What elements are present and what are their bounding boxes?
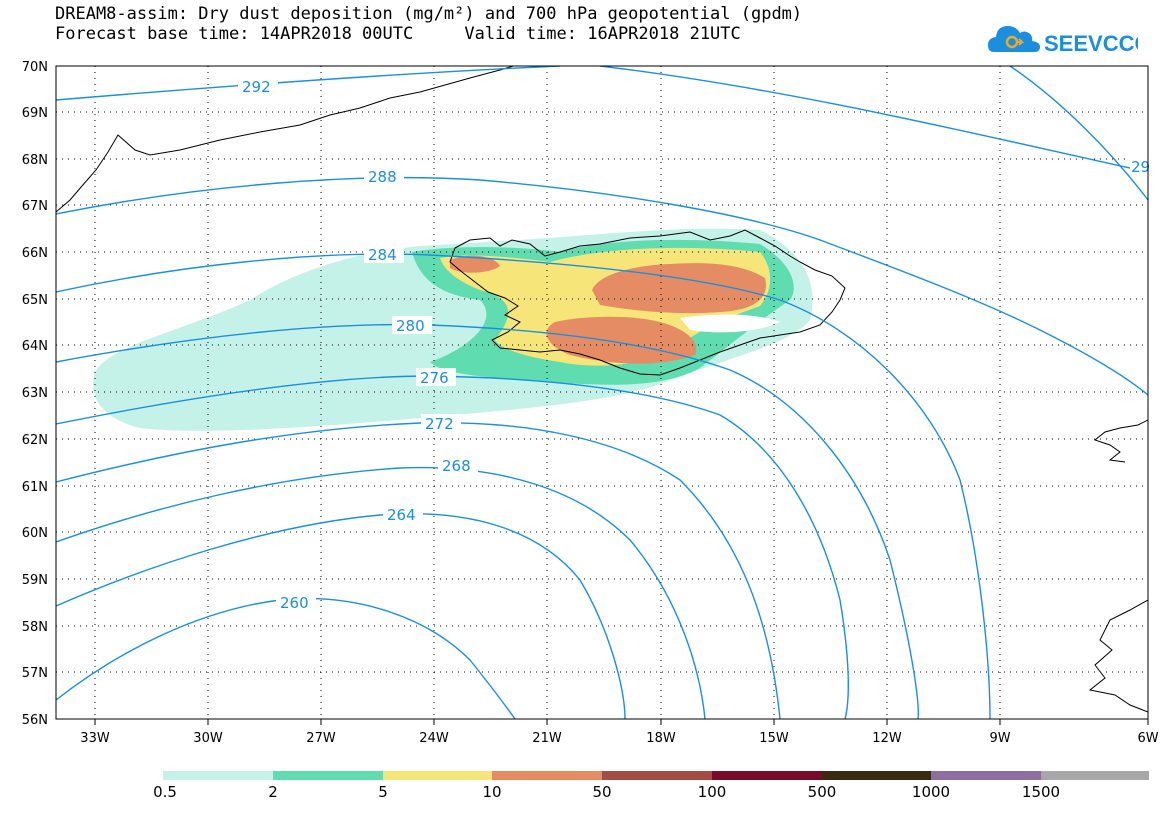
lon-label: 33W (80, 731, 110, 746)
legend-swatch (383, 771, 492, 780)
lon-label: 6W (1137, 731, 1158, 746)
axis-ticks (94, 719, 1149, 725)
legend-label: 100 (697, 783, 727, 801)
lat-label: 56N (22, 713, 48, 728)
contour-label: 272 (425, 415, 454, 433)
scotland-coastline (1088, 599, 1148, 713)
legend-label: 1500 (1021, 783, 1061, 801)
contour-276 (56, 375, 849, 719)
legend-swatch (822, 771, 931, 780)
lon-label: 21W (532, 731, 562, 746)
coastlines (56, 66, 1148, 713)
lon-label: 15W (759, 731, 789, 746)
contour-labels: 292 288 284 280 276 272 268 264 260 29 (238, 77, 1150, 612)
lat-label: 58N (22, 620, 48, 635)
lat-label: 70N (22, 60, 48, 75)
lon-label: 9W (989, 731, 1010, 746)
dust-deposition-shading (93, 228, 813, 431)
cloud-logo-icon: SEEVCCC (988, 26, 1150, 56)
lat-label: 68N (22, 153, 48, 168)
dust-level-10 (546, 316, 697, 364)
seevccc-logo: SEEVCCC (988, 20, 1150, 60)
lat-label: 62N (22, 433, 48, 448)
logo-text: SEEVCCC (1044, 31, 1138, 56)
legend-swatch (712, 771, 822, 780)
forecast-time-line: Forecast base time: 14APR2018 00UTC Vali… (55, 24, 955, 44)
dust-level-10 (450, 255, 500, 273)
legend-label: 10 (482, 783, 502, 801)
chart-title: DREAM8-assim: Dry dust deposition (mg/m²… (55, 4, 803, 24)
contour-label: 292 (242, 78, 271, 96)
legend-label: 0.5 (153, 783, 177, 801)
chart-header: DREAM8-assim: Dry dust deposition (mg/m²… (55, 4, 955, 44)
contour-label: 276 (420, 369, 449, 387)
lat-label: 67N (22, 199, 48, 214)
lat-label: 59N (22, 573, 48, 588)
lon-label: 12W (872, 731, 902, 746)
lat-label: 66N (22, 246, 48, 261)
contour-label: 268 (442, 457, 471, 475)
contour-268 (56, 466, 706, 719)
contour-label: 264 (387, 506, 416, 524)
latitude-labels: 70N 69N 68N 67N 66N 65N 64N 63N 62N 61N … (22, 60, 48, 728)
legend-swatch (163, 771, 273, 780)
legend-swatch (931, 771, 1041, 780)
greenland-coastline (56, 66, 516, 213)
contour-288 (56, 176, 1148, 396)
lat-label: 57N (22, 666, 48, 681)
contour-272 (56, 422, 781, 719)
legend-label: 5 (378, 783, 388, 801)
dust-level-10 (592, 263, 766, 314)
lon-label: 27W (306, 731, 336, 746)
iceland-coastline (449, 229, 846, 376)
base-time-label: Forecast base time: 14APR2018 00UTC (55, 24, 414, 44)
legend-swatch (602, 771, 712, 780)
legend-colorbar (163, 771, 1149, 780)
lat-label: 65N (22, 293, 48, 308)
longitude-labels: 33W 30W 27W 24W 21W 18W 15W 12W 9W 6W (80, 731, 1158, 746)
contour-280 (56, 323, 919, 719)
map-frame (55, 65, 1149, 720)
contour-label: 288 (368, 168, 397, 186)
contour-264 (56, 513, 626, 719)
gridlines (56, 66, 1148, 719)
legend-label: 500 (807, 783, 837, 801)
lat-label: 61N (22, 480, 48, 495)
lon-label: 24W (419, 731, 449, 746)
valid-time-label: Valid time: 16APR2018 21UTC (464, 24, 741, 44)
lon-label: 30W (193, 731, 223, 746)
contour-292 (56, 66, 1148, 173)
legend-label: 2 (268, 783, 278, 801)
lat-label: 69N (22, 106, 48, 121)
contour-label: 280 (396, 317, 425, 335)
contour-284 (56, 253, 991, 719)
dust-level-2 (680, 314, 780, 333)
contour-label: 284 (368, 246, 397, 264)
lat-label: 64N (22, 339, 48, 354)
contour-260 (56, 597, 516, 719)
legend-label: 50 (592, 783, 612, 801)
contour-label: 260 (280, 594, 309, 612)
legend-swatch (492, 771, 602, 780)
contour-label: 29 (1131, 158, 1150, 176)
lat-label: 60N (22, 526, 48, 541)
lat-label: 63N (22, 386, 48, 401)
lon-label: 18W (646, 731, 676, 746)
legend-swatch (1041, 771, 1149, 780)
legend-label: 1000 (911, 783, 951, 801)
norway-coastline (1093, 419, 1148, 463)
geopotential-contours (56, 66, 1148, 719)
contour-29x (1009, 66, 1148, 201)
legend-swatch (273, 771, 383, 780)
